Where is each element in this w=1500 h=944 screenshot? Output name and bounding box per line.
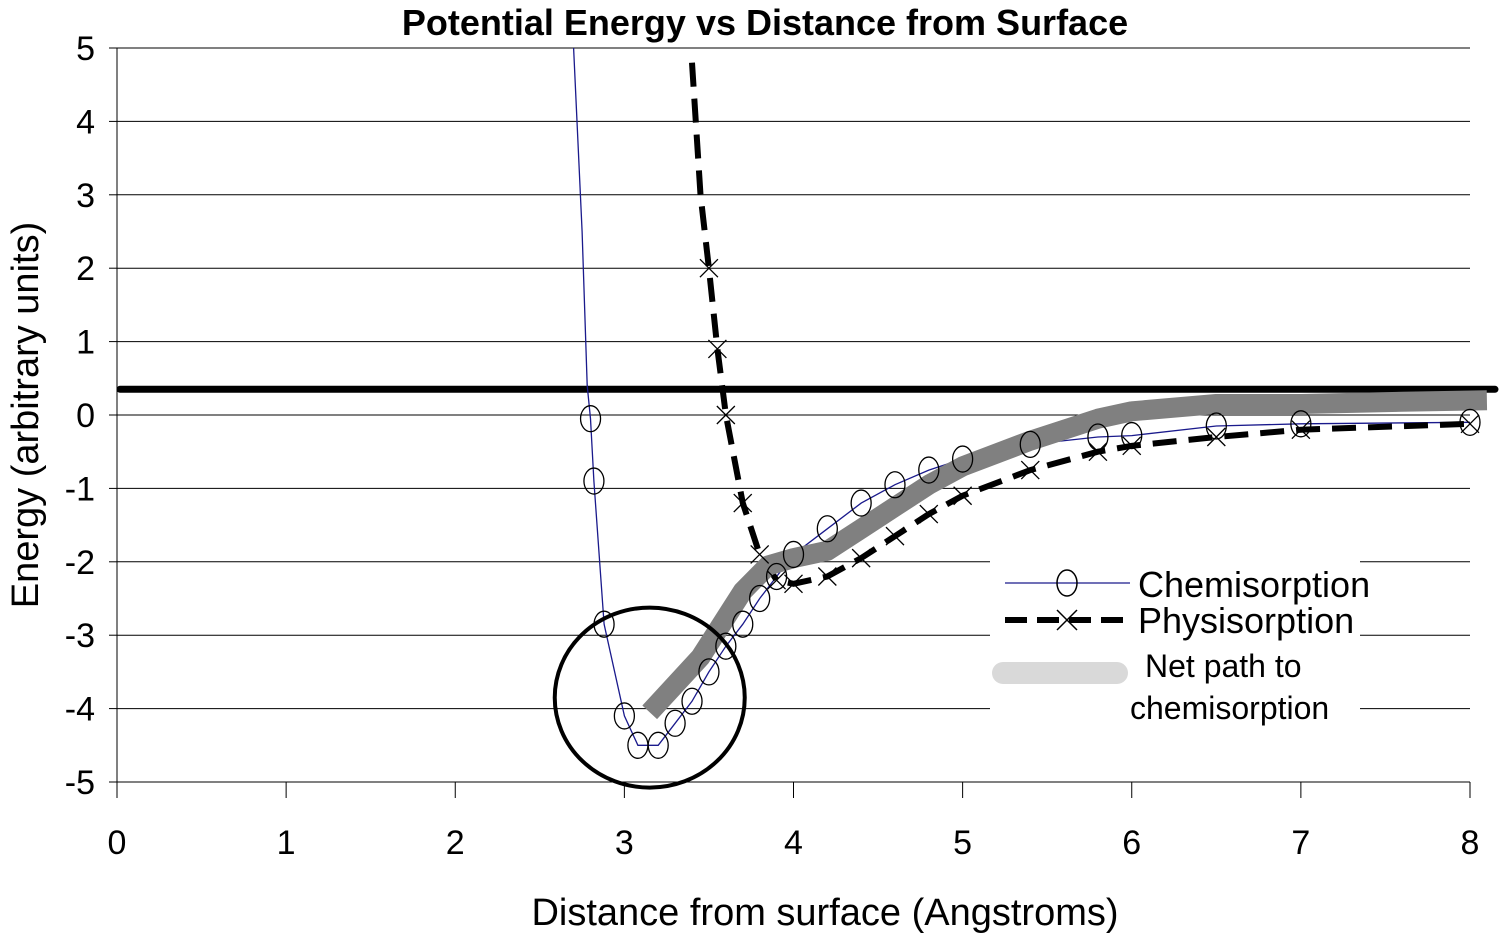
legend-box <box>990 560 1360 735</box>
data-point-chemisorption <box>1121 421 1143 450</box>
y-tick-label: 4 <box>76 103 95 141</box>
data-point-chemisorption <box>579 405 602 433</box>
legend-marker-physisorption <box>1056 609 1078 631</box>
data-point-chemisorption <box>749 584 771 613</box>
data-point-chemisorption <box>782 540 805 569</box>
y-tick-label: 1 <box>76 324 95 362</box>
legend: Chemisorption Physisorption Net path to … <box>990 560 1370 735</box>
data-point-chemisorption <box>732 610 754 638</box>
y-tick-label: 5 <box>76 30 95 68</box>
data-point-chemisorption <box>1459 408 1481 436</box>
series-line-physisorption <box>689 62 1471 587</box>
legend-label-net-path-line2: chemisorption <box>1130 690 1329 726</box>
data-point-chemisorption <box>681 687 703 715</box>
data-point-physisorption <box>1206 427 1226 447</box>
data-point-physisorption <box>851 548 871 568</box>
data-point-physisorption <box>750 545 770 564</box>
data-point-chemisorption <box>951 445 974 473</box>
data-point-physisorption <box>1088 442 1108 462</box>
highlight-ellipse <box>552 605 747 790</box>
x-tick-label: 1 <box>277 824 296 862</box>
data-point-chemisorption <box>884 471 906 499</box>
x-tick-label: 2 <box>446 824 465 862</box>
data-point-chemisorption <box>698 658 720 686</box>
y-axis-label: Energy (arbitrary units) <box>5 222 47 608</box>
x-tick-label: 7 <box>1291 824 1310 862</box>
legend-label-physisorption: Physisorption <box>1138 600 1354 641</box>
data-point-chemisorption <box>1290 410 1312 438</box>
y-tick-label: 3 <box>76 177 95 215</box>
data-point-physisorption <box>716 405 736 425</box>
x-tick-label: 8 <box>1461 824 1480 862</box>
y-tick-label: 0 <box>76 397 95 435</box>
data-point-physisorption <box>707 339 727 359</box>
data-point-physisorption <box>919 504 939 524</box>
data-point-physisorption <box>1460 414 1480 434</box>
data-point-chemisorption <box>647 731 669 759</box>
y-tick-label: -4 <box>65 691 95 729</box>
legend-label-chemisorption: Chemisorption <box>1138 564 1370 605</box>
data-point-chemisorption <box>918 456 940 484</box>
data-point-physisorption <box>1291 420 1311 440</box>
data-point-chemisorption <box>816 515 838 543</box>
data-point-physisorption <box>699 258 719 278</box>
data-point-chemisorption <box>1087 423 1109 451</box>
data-point-physisorption <box>885 526 905 546</box>
data-point-physisorption <box>733 493 753 513</box>
legend-label-net-path-line1: Net path to <box>1145 648 1302 684</box>
minimum-highlight-circle <box>552 605 747 790</box>
legend-item-chemisorption: Chemisorption <box>1005 564 1370 605</box>
y-tick-label: -5 <box>65 764 95 802</box>
x-tick-label: 0 <box>108 824 127 862</box>
data-point-chemisorption <box>664 709 686 737</box>
y-tick-label: -1 <box>65 470 95 508</box>
x-tick-label: 5 <box>953 824 972 862</box>
data-point-physisorption <box>1020 460 1040 480</box>
y-ticks: 5 4 3 2 1 0 -1 -2 -3 -4 -5 <box>65 30 117 802</box>
legend-item-physisorption: Physisorption <box>1005 600 1354 641</box>
data-point-chemisorption <box>850 489 872 517</box>
data-point-chemisorption <box>715 632 737 660</box>
legend-marker-chemisorption <box>1056 569 1078 597</box>
legend-item-net-path: Net path to chemisorption <box>992 648 1329 726</box>
series-line-net-path <box>642 390 1488 720</box>
x-tick-label: 6 <box>1122 824 1141 862</box>
data-point-physisorption <box>784 574 803 594</box>
x-tick-label: 3 <box>615 824 634 862</box>
data-point-physisorption <box>817 567 837 586</box>
y-tick-label: -3 <box>65 617 95 655</box>
data-point-chemisorption <box>1019 430 1041 459</box>
x-axis-label: Distance from surface (Angstroms) <box>531 892 1118 934</box>
chart-title: Potential Energy vs Distance from Surfac… <box>402 2 1128 43</box>
data-point-chemisorption <box>583 467 605 495</box>
data-point-physisorption <box>953 486 973 506</box>
y-tick-label: -2 <box>65 544 95 582</box>
data-point-physisorption <box>767 570 787 590</box>
data-point-physisorption <box>1122 436 1142 456</box>
x-tick-label: 4 <box>784 824 803 862</box>
series-line-chemisorption <box>572 47 1471 746</box>
x-ticks: 0 1 2 3 4 5 6 7 8 <box>108 782 1480 862</box>
data-point-chemisorption <box>1205 412 1227 440</box>
data-point-chemisorption <box>613 702 636 730</box>
y-tick-label: 2 <box>76 250 95 288</box>
